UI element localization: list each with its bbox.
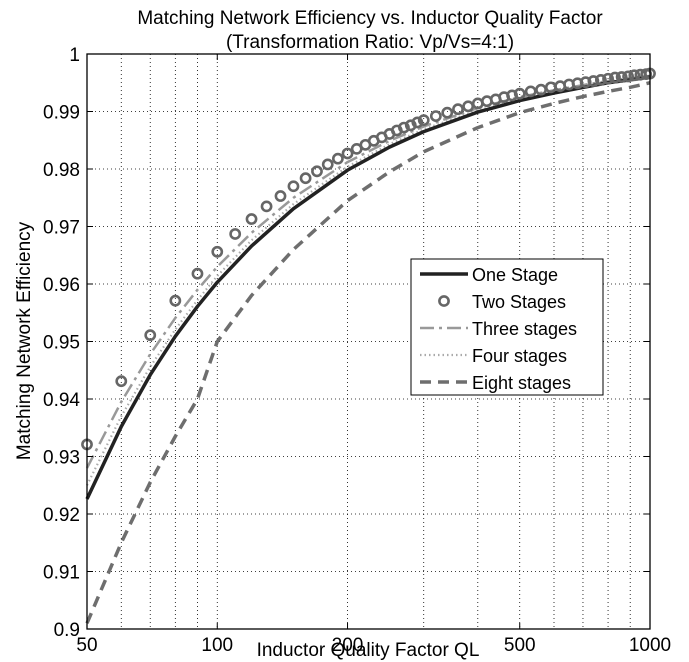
chart-subtitle: (Transformation Ratio: Vp/Vs=4:1) (226, 32, 514, 53)
point-two-stages (229, 228, 242, 240)
point-two-stages (628, 69, 641, 82)
point-two-stages (594, 73, 607, 86)
x-tick-label: 200 (332, 635, 364, 656)
point-two-stages (417, 114, 430, 127)
series-line-three-stages (85, 74, 651, 469)
series-layer (81, 67, 656, 624)
series-line-eight-stages (85, 81, 651, 624)
y-tick-label: 0.94 (43, 390, 80, 411)
point-two-stages (441, 106, 454, 119)
legend-box (410, 258, 604, 396)
legend-label-one-stage: One Stage (472, 265, 558, 285)
x-tick-label: 100 (201, 635, 233, 656)
legend: One Stage Two Stages Three stages Four stag… (410, 258, 604, 396)
y-tick-label: 0.9 (54, 620, 80, 641)
y-tick-label: 0.95 (43, 333, 80, 354)
legend-label-two-stages: Two Stages (472, 292, 566, 312)
y-tick-label: 0.97 (43, 218, 80, 239)
y-tick-label: 0.91 (43, 563, 80, 584)
series-line-four-stages (86, 75, 651, 486)
point-two-stages (341, 147, 354, 160)
point-two-stages (615, 71, 628, 83)
point-two-stages (609, 71, 621, 84)
x-axis-label: Inductor Quality Factor QL (257, 640, 480, 661)
y-tick-label: 0.98 (43, 160, 80, 181)
point-two-stages (211, 245, 224, 258)
point-two-stages (622, 70, 634, 83)
point-two-stages (452, 103, 464, 116)
point-two-stages (331, 152, 344, 165)
point-two-stages (587, 75, 600, 87)
point-two-stages (287, 180, 300, 193)
point-two-stages (299, 172, 312, 185)
x-tick-label: 50 (76, 635, 97, 656)
point-two-stages (524, 85, 537, 98)
y-tick-label: 0.96 (43, 275, 80, 296)
y-tick-label: 0.93 (43, 448, 80, 469)
y-tick-label: 0.92 (43, 505, 80, 526)
x-tick-label: 500 (504, 635, 536, 656)
y-tick-label: 0.99 (43, 103, 80, 124)
point-two-stages (311, 165, 323, 178)
point-two-stages (274, 190, 287, 202)
x-axis: 50 100 200 500 1000 (76, 54, 671, 656)
point-two-stages (245, 213, 258, 225)
point-two-stages (260, 200, 273, 213)
point-two-stages (321, 158, 334, 171)
point-two-stages (513, 87, 526, 100)
y-axis-label: Matching Network Efficiency (14, 221, 35, 460)
point-two-stages (462, 100, 475, 113)
chart-title: Matching Network Efficiency vs. Inductor… (137, 8, 603, 29)
point-two-stages (169, 294, 182, 307)
point-two-stages (602, 72, 614, 85)
legend-label-eight-stages: Eight stages (472, 373, 571, 393)
point-two-stages (115, 375, 128, 388)
point-two-stages (144, 329, 157, 342)
x-tick-label: 1000 (629, 635, 671, 656)
point-two-stages (398, 121, 410, 134)
point-two-stages (411, 116, 424, 129)
legend-label-three-stages: Three stages (472, 319, 577, 339)
point-two-stages (429, 110, 442, 122)
y-axis: 0.9 0.91 0.92 0.93 0.94 0.95 0.96 0.97 0.98 0.99 1 (43, 45, 650, 641)
legend-label-four-stages: Four stages (472, 346, 567, 366)
legend-marker-two-stages (438, 295, 450, 307)
point-two-stages (191, 267, 204, 280)
y-tick-label: 1 (69, 45, 80, 66)
